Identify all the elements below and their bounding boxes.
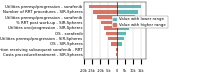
Bar	[117, 37, 124, 40]
Bar	[117, 10, 138, 14]
Bar	[116, 48, 117, 51]
Bar	[101, 21, 117, 24]
Bar	[117, 32, 126, 35]
Bar	[89, 5, 117, 8]
Bar	[106, 32, 117, 35]
Bar	[117, 48, 118, 51]
Bar	[117, 42, 122, 46]
Bar	[116, 53, 117, 56]
Bar	[117, 5, 141, 8]
Legend: Value with lower range, Value with higher range: Value with lower range, Value with highe…	[112, 16, 168, 28]
Bar	[117, 15, 135, 19]
Bar	[108, 37, 117, 40]
Bar	[111, 42, 117, 46]
Bar	[117, 21, 131, 24]
Bar	[93, 10, 117, 14]
Bar	[117, 26, 129, 30]
Bar	[97, 15, 117, 19]
Bar	[104, 26, 117, 30]
